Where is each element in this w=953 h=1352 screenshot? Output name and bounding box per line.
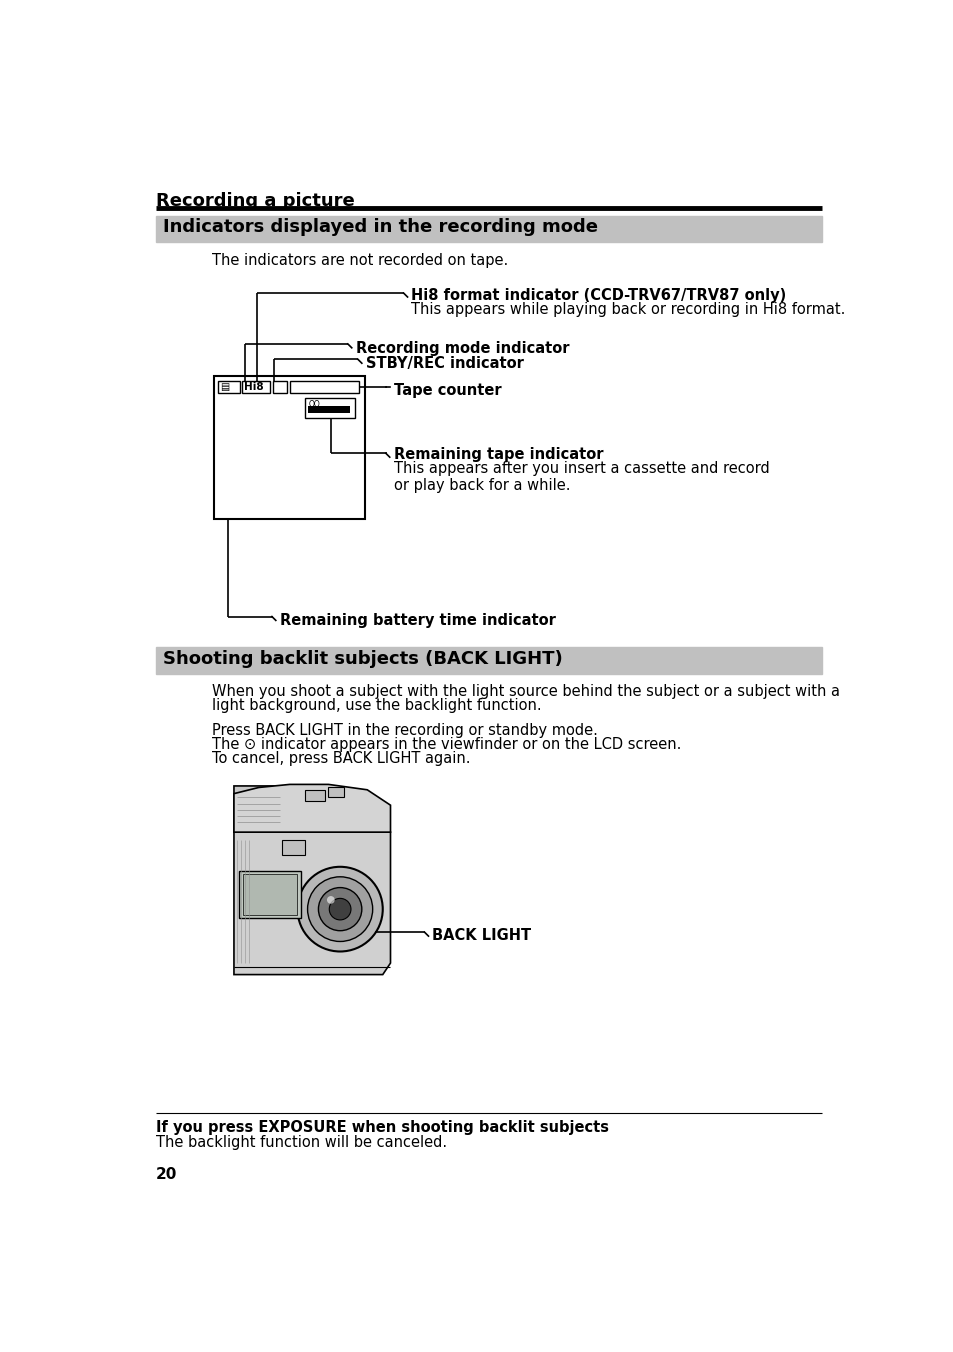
Text: BACK LIGHT: BACK LIGHT	[431, 929, 530, 944]
Text: To cancel, press BACK LIGHT again.: To cancel, press BACK LIGHT again.	[212, 750, 470, 765]
Bar	[242, 381, 270, 393]
Circle shape	[318, 887, 361, 930]
Bar	[155, 216, 821, 242]
Text: Shooting backlit subjects (BACK LIGHT): Shooting backlit subjects (BACK LIGHT)	[163, 650, 562, 668]
Text: The indicators are not recorded on tape.: The indicators are not recorded on tape.	[212, 253, 508, 268]
Text: Remaining battery time indicator: Remaining battery time indicator	[279, 612, 555, 627]
Polygon shape	[233, 786, 297, 831]
Bar	[290, 381, 359, 393]
Text: This appears while playing back or recording in Hi8 format.: This appears while playing back or recor…	[411, 301, 845, 316]
Polygon shape	[233, 831, 390, 975]
Text: STBY/REC indicator: STBY/REC indicator	[365, 357, 523, 372]
Bar	[282, 840, 305, 856]
Text: light background, use the backlight function.: light background, use the backlight func…	[212, 698, 541, 713]
Circle shape	[307, 877, 373, 941]
Text: If you press EXPOSURE when shooting backlit subjects: If you press EXPOSURE when shooting back…	[155, 1119, 608, 1136]
Polygon shape	[233, 784, 390, 831]
Text: ▤: ▤	[220, 383, 229, 392]
Bar	[305, 397, 355, 418]
Text: Indicators displayed in the recording mode: Indicators displayed in the recording mo…	[163, 219, 598, 237]
Text: OO: OO	[308, 400, 320, 408]
Bar	[328, 787, 344, 796]
Bar	[218, 381, 240, 393]
Text: The backlight function will be canceled.: The backlight function will be canceled.	[155, 1134, 446, 1149]
Text: 20: 20	[155, 1167, 177, 1182]
Text: The ⊙ indicator appears in the viewfinder or on the LCD screen.: The ⊙ indicator appears in the viewfinde…	[212, 737, 680, 752]
Circle shape	[297, 867, 382, 952]
Bar	[213, 376, 365, 519]
Bar	[155, 648, 821, 673]
Text: Tape counter: Tape counter	[394, 383, 500, 399]
Text: Hi8 format indicator (CCD-TRV67/TRV87 only): Hi8 format indicator (CCD-TRV67/TRV87 on…	[411, 288, 786, 303]
Bar	[243, 875, 297, 914]
Bar	[273, 381, 286, 393]
Text: When you shoot a subject with the light source behind the subject or a subject w: When you shoot a subject with the light …	[212, 684, 840, 699]
Circle shape	[327, 896, 335, 903]
Bar	[307, 407, 350, 414]
Circle shape	[329, 898, 351, 919]
Text: Recording mode indicator: Recording mode indicator	[355, 341, 569, 356]
Text: Remaining tape indicator: Remaining tape indicator	[394, 448, 602, 462]
Bar	[239, 871, 301, 918]
Text: This appears after you insert a cassette and record
or play back for a while.: This appears after you insert a cassette…	[394, 461, 768, 493]
Bar	[305, 790, 324, 802]
Text: Recording a picture: Recording a picture	[155, 192, 355, 210]
Text: Hi8: Hi8	[244, 383, 263, 392]
Text: Press BACK LIGHT in the recording or standby mode.: Press BACK LIGHT in the recording or sta…	[212, 723, 598, 738]
